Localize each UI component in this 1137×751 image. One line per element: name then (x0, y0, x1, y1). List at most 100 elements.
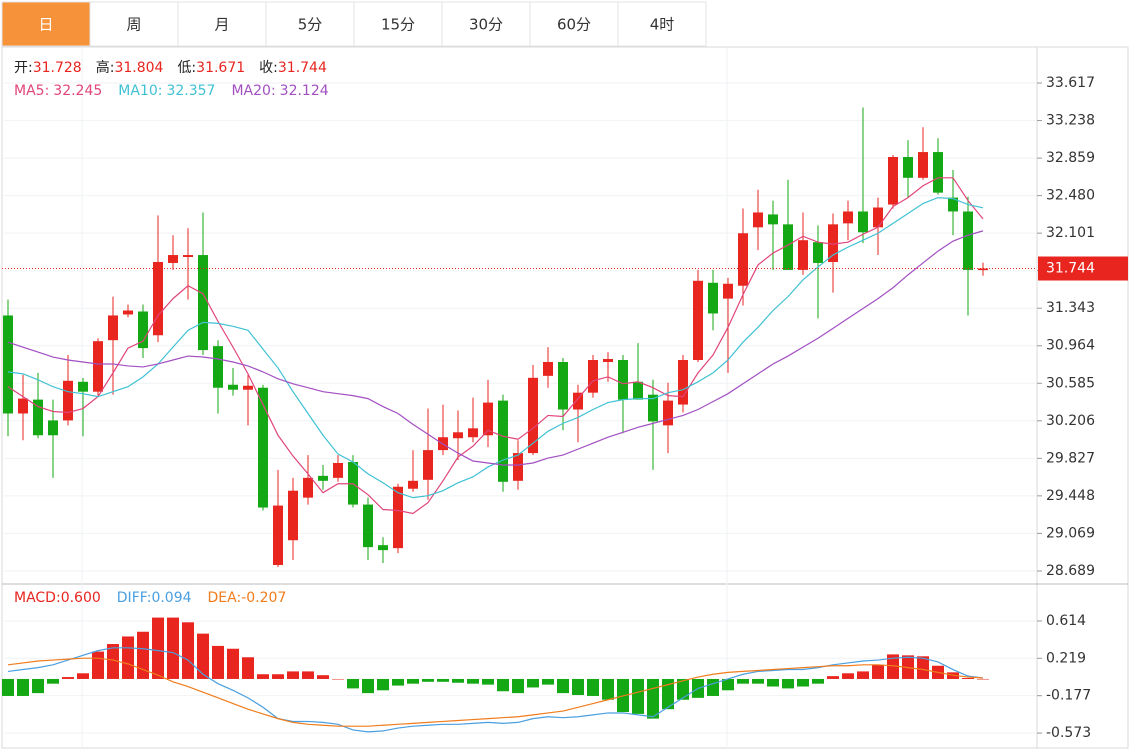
tab[interactable] (353, 1, 443, 47)
tab-label[interactable]: 月 (214, 16, 229, 34)
tab-label[interactable]: 30分 (469, 16, 503, 34)
candle-body (273, 505, 283, 565)
macd-bar (722, 678, 734, 691)
macd-bar (872, 664, 884, 679)
candle-body (843, 211, 853, 224)
candle-body (963, 211, 973, 270)
candle-body (618, 360, 628, 400)
candle-body (588, 360, 598, 393)
macd-bar (632, 678, 644, 714)
chart-frame (1, 46, 1129, 749)
macd-bar (962, 678, 974, 679)
candle-body (783, 224, 793, 270)
candle-body (738, 233, 748, 286)
candle-body (138, 311, 148, 349)
macd-bar (212, 645, 224, 679)
macd-bar (917, 656, 929, 679)
candle-body (918, 152, 928, 178)
macd-bar (662, 678, 674, 710)
candle-body (3, 315, 13, 414)
macd-bar (317, 675, 329, 679)
macd-bar (197, 633, 209, 679)
y-tick-label: 30.964 (1046, 338, 1095, 354)
macd-bar (542, 678, 554, 685)
y-tick-label: 0.614 (1046, 613, 1086, 629)
tab-label[interactable]: 4时 (650, 16, 675, 34)
legend-text: 31.744 (278, 60, 327, 76)
legend-text: 32.245 (53, 83, 102, 99)
candle-body (498, 400, 508, 482)
plot: 33.61733.23832.85932.48032.10131.72231.3… (2, 75, 1128, 741)
macd-bar (257, 674, 269, 679)
candle-body (393, 486, 403, 549)
macd-bar (977, 678, 989, 680)
macd-bar (857, 671, 869, 679)
indicator-line (7, 230, 984, 466)
candle-body (543, 361, 553, 376)
macd-bar (332, 678, 344, 680)
candle-body (888, 157, 898, 205)
macd-bar (407, 678, 419, 684)
y-tick-label: 29.827 (1046, 450, 1095, 466)
candle-body (633, 381, 643, 400)
macd-bar (707, 678, 719, 696)
macd-bar (647, 678, 659, 719)
tab-label[interactable]: 15分 (381, 16, 415, 34)
candle-body (333, 462, 343, 478)
legend-text: 高: (96, 59, 115, 76)
legend-text: DIFF: (117, 590, 152, 606)
legend-row: MA5: 32.245 MA10: 32.357 MA20: 32.124 (14, 83, 329, 99)
y-tick-label: 33.617 (1046, 75, 1095, 91)
candle-body (858, 211, 868, 233)
y-tick-label: 33.238 (1046, 113, 1095, 129)
legend-text: 收: (259, 60, 278, 76)
candle-body (678, 360, 688, 405)
candle-body (63, 380, 73, 421)
y-tick-label: 32.859 (1046, 150, 1095, 166)
tab-label[interactable]: 5分 (298, 16, 323, 34)
legend-text: DEA: (208, 590, 242, 606)
candle-body (693, 280, 703, 361)
macd-bar (587, 678, 599, 696)
legend-text: 31.728 (33, 60, 82, 76)
candle-body (573, 392, 583, 410)
y-tick-label: 30.206 (1046, 413, 1095, 429)
candle-body (468, 428, 478, 438)
tab[interactable] (1, 1, 91, 47)
candle-body (153, 261, 163, 336)
candle-body (753, 212, 763, 228)
candle-body (363, 504, 373, 548)
macd-bar (482, 678, 494, 685)
legends: 开:31.728 高:31.804 低:31.671 收:31.744 MA5: 32.2… (14, 59, 329, 606)
macd-bar (797, 678, 809, 687)
legend-text: 低: (177, 60, 196, 76)
tab-label[interactable]: 60分 (557, 16, 591, 34)
indicator-line (7, 657, 984, 727)
candle-body (183, 255, 193, 258)
candle-body (513, 453, 523, 481)
legend-row: 开:31.728 高:31.804 低:31.671 收:31.744 (14, 59, 327, 76)
macd-bar (32, 678, 44, 694)
macd-bar (782, 678, 794, 689)
macd-bar (827, 676, 839, 679)
macd-bar (602, 678, 614, 700)
macd-bar (737, 678, 749, 684)
tab[interactable] (617, 1, 707, 47)
tab-label[interactable]: 日 (38, 16, 53, 34)
macd-bar (62, 677, 74, 679)
y-tick-label: 28.689 (1046, 563, 1095, 579)
macd-bar (512, 678, 524, 694)
macd-bar (452, 678, 464, 683)
candle-body (423, 450, 433, 480)
legend-text: 32.124 (280, 83, 329, 99)
y-tick-label: -0.177 (1046, 688, 1091, 704)
tab[interactable] (89, 1, 179, 47)
legend-text: 31.671 (196, 60, 245, 76)
legend-text: 开: (14, 60, 33, 76)
legend-text: 31.804 (114, 60, 163, 76)
candle-body (168, 255, 178, 263)
last-price-box (1038, 256, 1128, 281)
tab-label[interactable]: 周 (126, 16, 141, 34)
macd-bar (122, 636, 134, 679)
